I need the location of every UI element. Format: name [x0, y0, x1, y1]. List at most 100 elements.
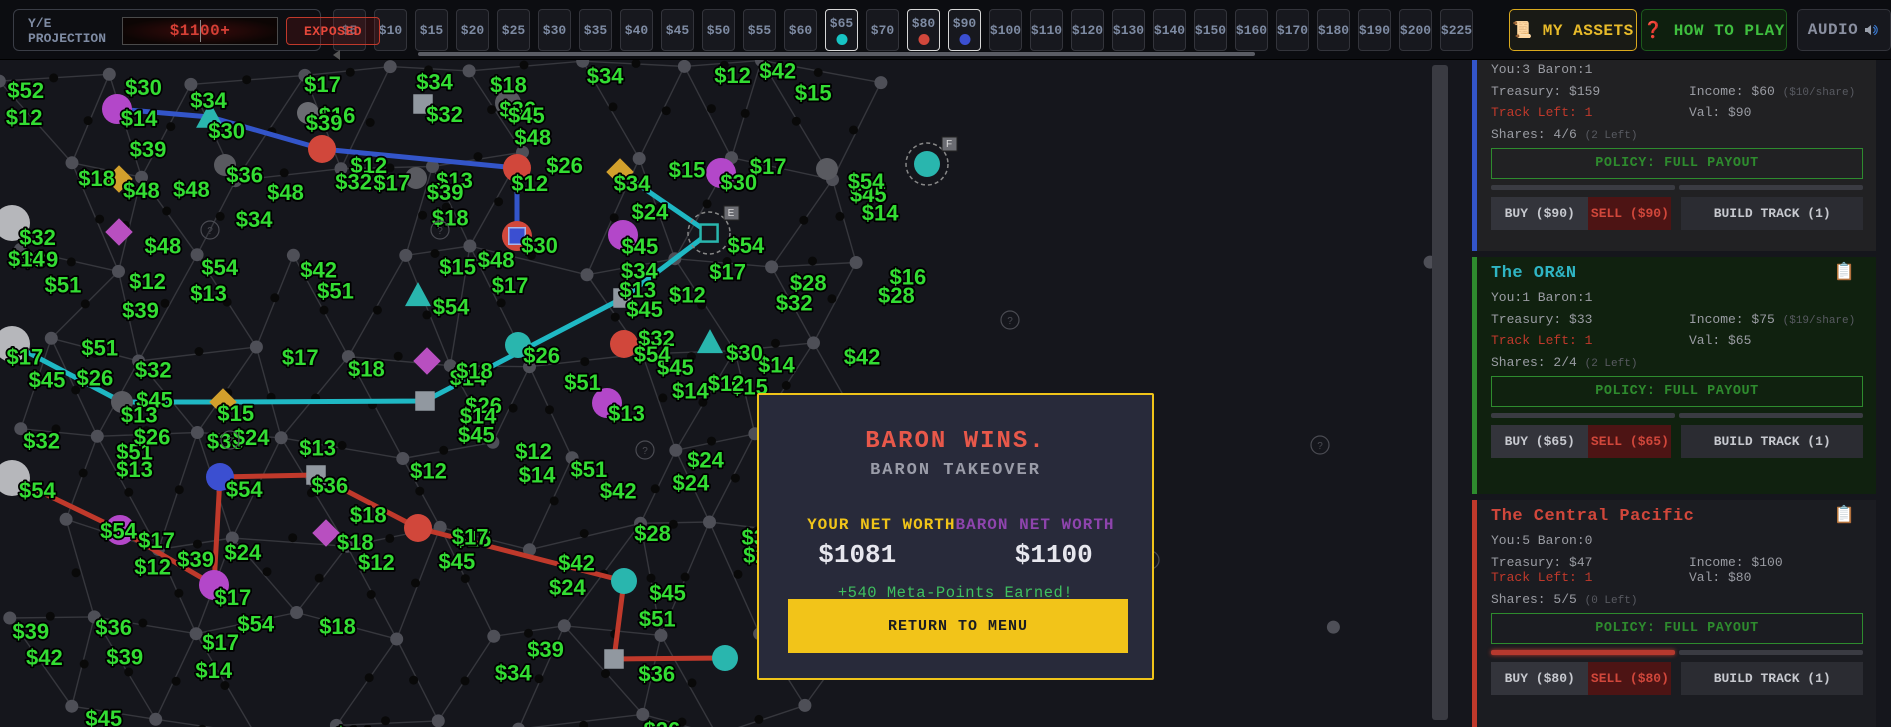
svg-text:$14: $14 — [862, 201, 899, 226]
svg-text:$36: $36 — [95, 615, 132, 640]
svg-text:$12: $12 — [515, 439, 552, 464]
svg-text:$24: $24 — [225, 540, 262, 565]
svg-text:$34: $34 — [236, 207, 273, 232]
svg-text:$51: $51 — [317, 279, 354, 304]
svg-text:$17: $17 — [215, 585, 252, 610]
svg-text:$39: $39 — [122, 298, 159, 323]
svg-text:$18: $18 — [337, 530, 374, 555]
svg-text:$32: $32 — [23, 428, 60, 453]
svg-text:$12: $12 — [714, 63, 751, 88]
svg-text:$30: $30 — [720, 170, 757, 195]
svg-text:$17: $17 — [202, 630, 239, 655]
svg-text:$51: $51 — [639, 607, 676, 632]
svg-text:$34: $34 — [621, 258, 658, 283]
svg-text:$34: $34 — [416, 70, 453, 95]
svg-text:?: ? — [207, 226, 213, 237]
svg-text:$54: $54 — [634, 342, 671, 367]
svg-text:$42: $42 — [26, 645, 63, 670]
svg-text:?: ? — [1007, 316, 1013, 327]
svg-text:$39: $39 — [130, 137, 167, 162]
svg-text:$32: $32 — [135, 357, 172, 382]
svg-text:$12: $12 — [6, 105, 43, 130]
svg-text:$42: $42 — [558, 551, 595, 576]
svg-text:$39: $39 — [306, 111, 343, 136]
svg-text:$17: $17 — [138, 528, 175, 553]
svg-text:$14: $14 — [672, 379, 709, 404]
svg-text:$26: $26 — [77, 365, 114, 390]
svg-text:$17: $17 — [492, 273, 529, 298]
svg-text:$54: $54 — [237, 612, 274, 637]
svg-text:$18: $18 — [78, 166, 115, 191]
svg-text:$13: $13 — [116, 457, 153, 482]
svg-text:$12: $12 — [708, 371, 745, 396]
svg-text:E: E — [728, 208, 735, 219]
svg-text:$15: $15 — [217, 401, 254, 426]
svg-text:$17: $17 — [282, 345, 319, 370]
svg-text:$18: $18 — [350, 503, 387, 528]
svg-text:$45: $45 — [458, 423, 495, 448]
svg-text:$36: $36 — [638, 662, 675, 687]
svg-text:$54: $54 — [848, 169, 885, 194]
svg-text:$51: $51 — [564, 370, 601, 395]
svg-text:$30: $30 — [125, 75, 162, 100]
svg-text:?: ? — [437, 226, 443, 237]
svg-text:$14: $14 — [8, 246, 45, 271]
svg-text:$48: $48 — [478, 247, 515, 272]
svg-text:$39: $39 — [427, 180, 464, 205]
svg-text:$45: $45 — [622, 234, 659, 259]
svg-text:$30: $30 — [726, 340, 763, 365]
svg-text:$18: $18 — [348, 356, 385, 381]
svg-text:$36: $36 — [226, 163, 263, 188]
svg-text:$54: $54 — [433, 295, 470, 320]
svg-text:$34: $34 — [495, 661, 532, 686]
svg-text:$39: $39 — [12, 619, 49, 644]
svg-text:$54: $54 — [728, 233, 765, 258]
svg-text:$12: $12 — [129, 269, 166, 294]
svg-text:$54: $54 — [100, 518, 137, 543]
svg-text:$26: $26 — [134, 424, 171, 449]
svg-text:$13: $13 — [299, 435, 336, 460]
svg-text:$34: $34 — [587, 64, 624, 89]
svg-text:$24: $24 — [632, 200, 669, 225]
svg-text:$34: $34 — [614, 171, 651, 196]
svg-text:$42: $42 — [600, 479, 637, 504]
svg-text:$42: $42 — [759, 58, 796, 83]
svg-text:?: ? — [642, 446, 648, 457]
svg-text:$39: $39 — [106, 644, 143, 669]
svg-text:$17: $17 — [709, 260, 746, 285]
svg-text:$30: $30 — [208, 118, 245, 143]
svg-text:$52: $52 — [7, 78, 44, 103]
svg-text:$14: $14 — [195, 658, 232, 683]
svg-text:$36: $36 — [311, 473, 348, 498]
svg-text:F: F — [946, 139, 952, 150]
svg-text:$45: $45 — [439, 549, 476, 574]
svg-text:$26: $26 — [546, 153, 583, 178]
svg-text:$17: $17 — [452, 525, 489, 550]
svg-text:$26: $26 — [523, 343, 560, 368]
svg-text:$54: $54 — [226, 477, 263, 502]
svg-text:$14: $14 — [519, 462, 556, 487]
svg-text:$17: $17 — [7, 345, 44, 370]
svg-text:$18: $18 — [319, 614, 356, 639]
svg-text:$15: $15 — [669, 158, 706, 183]
svg-text:$34: $34 — [190, 88, 227, 113]
svg-text:$51: $51 — [45, 272, 82, 297]
svg-text:$45: $45 — [649, 581, 686, 606]
svg-text:$32: $32 — [335, 170, 372, 195]
svg-text:$18: $18 — [456, 359, 493, 384]
svg-text:$45: $45 — [29, 367, 66, 392]
svg-text:$39: $39 — [527, 637, 564, 662]
svg-text:$14: $14 — [335, 723, 372, 727]
svg-text:$54: $54 — [19, 478, 56, 503]
svg-text:$15: $15 — [795, 80, 832, 105]
svg-text:$12: $12 — [134, 555, 171, 580]
svg-text:$32: $32 — [776, 291, 813, 316]
svg-text:$42: $42 — [844, 345, 881, 370]
svg-text:?: ? — [1317, 441, 1323, 452]
svg-text:$48: $48 — [123, 178, 160, 203]
svg-text:$15: $15 — [439, 255, 476, 280]
svg-text:$54: $54 — [201, 255, 238, 280]
svg-text:$17: $17 — [304, 72, 341, 97]
svg-text:$28: $28 — [634, 521, 671, 546]
svg-text:$48: $48 — [173, 177, 210, 202]
